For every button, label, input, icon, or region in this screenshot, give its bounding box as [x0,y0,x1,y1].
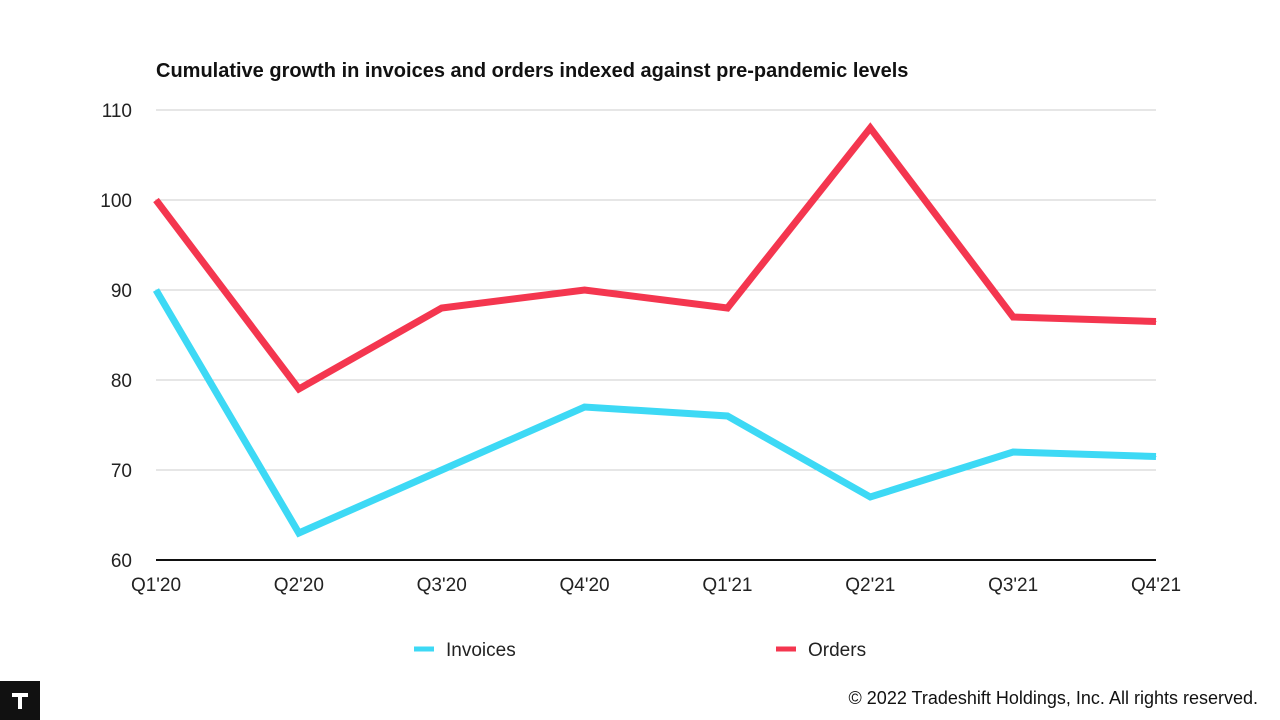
data-point-invoices [1155,456,1157,457]
data-point-invoices [298,532,300,534]
y-tick-label: 90 [111,281,132,302]
series-line-invoices [152,288,1157,538]
data-point-orders [441,307,443,309]
legend-label-orders: Orders [808,640,866,661]
y-tick-label: 110 [102,101,132,122]
y-tick-label: 100 [100,191,132,212]
legend: Invoices Orders [414,640,866,661]
chart-title: Cumulative growth in invoices and orders… [156,60,909,82]
data-point-orders [1012,316,1014,318]
x-axis-ticks: Q1'20 Q2'20 Q3'20 Q4'20 Q1'21 Q2'21 Q3'21 Q4'21 [131,575,1181,596]
y-axis-ticks: 60 70 80 90 100 110 [100,101,132,572]
data-point-orders [726,307,728,309]
x-tick-label: Q4'21 [1131,575,1181,596]
x-tick-label: Q3'20 [417,575,467,596]
legend-label-invoices: Invoices [446,640,516,661]
data-point-invoices [1012,451,1014,453]
data-point-orders [155,199,157,201]
data-point-invoices [584,406,586,408]
y-tick-label: 70 [111,461,132,482]
data-point-orders [869,127,871,129]
y-tick-label: 60 [111,551,132,572]
data-point-invoices [869,496,871,498]
x-tick-label: Q1'21 [702,575,752,596]
x-tick-label: Q1'20 [131,575,181,596]
data-point-orders [584,289,586,291]
series-line-orders [153,122,1157,394]
x-tick-label: Q2'20 [274,575,324,596]
copyright-footer: © 2022 Tradeshift Holdings, Inc. All rig… [848,688,1258,708]
gridlines [156,109,1156,561]
y-tick-label: 80 [111,371,132,392]
data-point-orders [298,388,300,390]
x-tick-label: Q4'20 [560,575,610,596]
data-point-invoices [441,469,443,471]
data-point-invoices [155,289,157,291]
series-lines [152,122,1157,538]
x-tick-label: Q3'21 [988,575,1038,596]
data-point-invoices [726,415,728,417]
data-point-orders [1155,321,1157,322]
tradeshift-logo-icon [0,681,40,720]
x-tick-label: Q2'21 [845,575,895,596]
